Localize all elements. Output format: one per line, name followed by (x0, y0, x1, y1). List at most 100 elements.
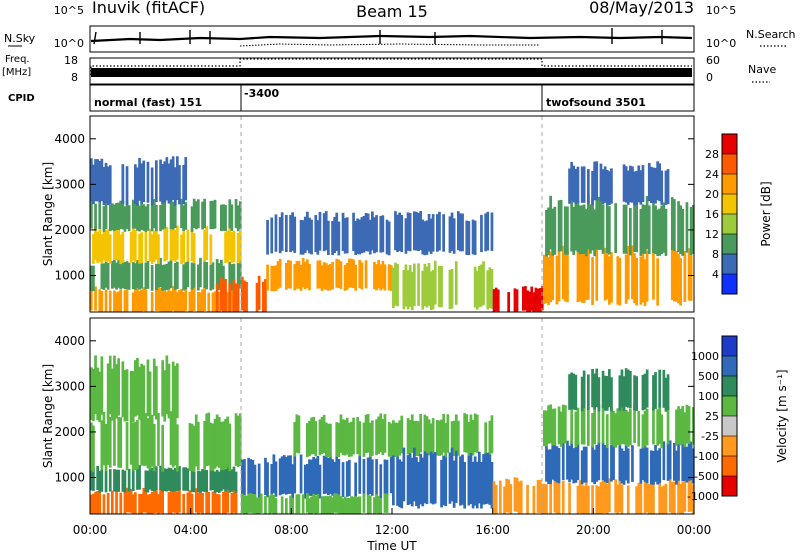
heatmap-cell-0-7-78 (429, 218, 433, 254)
heatmap-cell-1-2-70 (236, 415, 240, 468)
heatmap-cell-0-12-3 (574, 168, 578, 204)
heatmap-cell-1-1-34 (161, 469, 164, 492)
heatmap-cell-1-12-26 (622, 376, 626, 411)
heatmap-cell-0-5-8 (232, 279, 236, 312)
heatmap-cell-1-0-60 (215, 494, 219, 514)
heatmap-cell-0-7-55 (381, 215, 385, 253)
x-tick-label-2: 08:00 (274, 523, 309, 537)
heatmap-cell-1-0-37 (167, 492, 171, 514)
heatmap-cell-0-11-38 (622, 204, 626, 254)
heatmap-cell-1-3-13 (117, 358, 120, 416)
count-tick-bottom-left: 10^0 (54, 37, 84, 50)
heatmap-cell-1-0-32 (157, 494, 160, 514)
heatmap-cell-0-6-17 (301, 258, 305, 288)
heatmap-cell-1-6-24 (341, 419, 345, 456)
heatmap-cell-1-7-36 (467, 456, 471, 506)
heatmap-cell-0-11-47 (641, 204, 645, 254)
heatmap-cell-1-5-15 (272, 494, 276, 514)
heatmap-cell-1-4-25 (293, 454, 297, 494)
heatmap-cell-0-9-23 (540, 286, 544, 311)
heatmap-cell-0-8-40 (475, 270, 479, 310)
heatmap-cell-0-6-58 (387, 264, 391, 291)
heatmap-cell-0-2-46 (186, 229, 190, 262)
heatmap-cell-0-1-55 (205, 262, 208, 290)
heatmap-cell-1-11-30 (605, 414, 609, 449)
heatmap-cell-0-11-31 (608, 206, 611, 255)
heatmap-cell-0-11-39 (624, 204, 628, 254)
power-panel-border (89, 115, 695, 313)
heatmap-cell-0-4-27 (146, 161, 150, 203)
heatmap-cell-0-9-21 (536, 288, 540, 312)
heatmap-cell-0-0-26 (144, 290, 148, 312)
heatmap-cell-1-4-24 (291, 464, 294, 499)
heatmap-cell-0-6-29 (327, 264, 330, 291)
heatmap-cell-1-10-42 (631, 445, 634, 482)
heatmap-cell-1-6-14 (320, 416, 324, 454)
heatmap-cell-0-4-44 (182, 164, 185, 205)
heatmap-cell-1-6-48 (392, 420, 395, 456)
heatmap-cell-1-1-54 (203, 470, 206, 493)
heatmap-cell-1-4-28 (299, 454, 303, 494)
nsearch-label: N.Search (746, 28, 796, 41)
heatmap-cell-0-7-70 (413, 211, 416, 251)
heatmap-cell-1-6-79 (457, 420, 460, 456)
heatmap-cell-0-12-9 (587, 169, 590, 205)
heatmap-cell-0-11-46 (639, 208, 643, 256)
heatmap-cell-1-4-4 (249, 459, 253, 496)
heatmap-cell-1-1-30 (152, 467, 156, 491)
heatmap-cell-1-5-61 (368, 495, 372, 514)
heatmap-cell-1-0-34 (161, 490, 164, 514)
heatmap-cell-0-12-42 (656, 161, 659, 201)
heatmap-cell-1-6-86 (471, 419, 475, 456)
heatmap-cell-0-6-35 (339, 261, 343, 289)
heatmap-cell-0-10-62 (673, 249, 676, 302)
heatmap-cell-1-6-63 (423, 414, 427, 453)
heatmap-cell-0-8-30 (454, 261, 458, 305)
heatmap-cell-0-6-37 (343, 265, 347, 291)
heatmap-cell-1-1-41 (176, 468, 179, 492)
heatmap-cell-0-8-23 (440, 265, 443, 308)
power-cells (90, 156, 695, 312)
heatmap-cell-1-1-35 (163, 468, 167, 492)
heatmap-cell-0-11-18 (580, 205, 584, 255)
heatmap-cell-1-1-39 (171, 469, 175, 492)
heatmap-cell-0-2-14 (119, 234, 123, 265)
heatmap-cell-1-1-57 (209, 467, 213, 491)
heatmap-cell-0-8-46 (488, 267, 492, 308)
heatmap-cell-1-1-46 (186, 468, 190, 492)
heatmap-cell-1-0-68 (232, 488, 236, 513)
heatmap-cell-1-9-23 (591, 485, 594, 514)
heatmap-cell-0-4-45 (184, 157, 188, 201)
heatmap-cell-1-1-42 (178, 466, 181, 491)
heatmap-cell-0-9-18 (530, 286, 534, 311)
heatmap-cell-0-7-96 (467, 221, 471, 256)
heatmap-cell-1-5-55 (356, 497, 359, 514)
heatmap-cell-1-6-67 (431, 418, 435, 455)
heatmap-cell-0-1-33 (159, 257, 162, 288)
heatmap-cell-1-1-68 (232, 466, 236, 491)
heatmap-cell-1-4-46 (337, 459, 341, 496)
heatmap-cell-0-2-44 (182, 231, 185, 263)
beam-title: Beam 15 (356, 2, 428, 21)
heatmap-cell-1-5-8 (257, 497, 261, 514)
heatmap-cell-1-6-44 (383, 414, 387, 453)
heatmap-cell-0-7-47 (364, 213, 368, 252)
heatmap-cell-0-1-66 (228, 261, 232, 289)
heatmap-cell-1-2-17 (125, 422, 129, 471)
heatmap-cell-0-0-5 (100, 291, 104, 312)
heatmap-cell-1-10-49 (645, 447, 649, 484)
heatmap-cell-1-2-7 (104, 423, 108, 472)
heatmap-cell-1-9-26 (597, 486, 601, 514)
heatmap-cell-1-1-36 (165, 468, 169, 492)
heatmap-cell-1-10-25 (595, 444, 599, 482)
heatmap-cell-1-8-6 (505, 478, 508, 513)
colorbar-tick-label-0-5: 8 (712, 248, 719, 261)
heatmap-cell-1-10-26 (597, 441, 601, 481)
heatmap-cell-1-0-28 (148, 494, 152, 514)
heatmap-cell-1-7-18 (429, 451, 433, 504)
colorbar-swatch-1-3 (722, 396, 737, 417)
heatmap-cell-0-8-9 (410, 271, 414, 311)
heatmap-cell-0-3-24 (140, 202, 143, 230)
heatmap-cell-0-1-23 (138, 262, 141, 290)
